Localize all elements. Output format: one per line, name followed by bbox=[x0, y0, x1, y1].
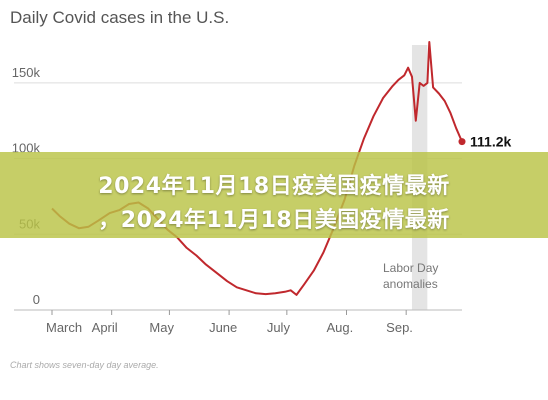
x-tick-label: Sep. bbox=[386, 320, 413, 335]
banner-line-2: ，2024年11月18日美国疫情最新 bbox=[98, 208, 450, 233]
y-tick-label: 100k bbox=[12, 141, 41, 156]
x-tick-label: June bbox=[209, 320, 237, 335]
chart-title: Daily Covid cases in the U.S. bbox=[10, 8, 230, 27]
annotation-line-2: anomalies bbox=[383, 277, 438, 291]
x-axis-ticks bbox=[51, 310, 407, 315]
y-tick-label: 150k bbox=[12, 65, 41, 80]
chart-footnote: Chart shows seven-day day average. bbox=[10, 360, 159, 370]
y-tick-label: 0 bbox=[33, 292, 40, 307]
end-point-marker bbox=[458, 138, 466, 146]
banner-line-1: 2024年11月18日疫美国疫情最新 bbox=[98, 174, 450, 199]
end-value-label: 111.2k bbox=[470, 134, 511, 150]
x-tick-label: April bbox=[92, 320, 118, 335]
title-banner: 2024年11月18日疫美国疫情最新 ，2024年11月18日美国疫情最新 bbox=[0, 152, 548, 238]
annotation-line-1: Labor Day bbox=[383, 261, 438, 275]
x-tick-label: May bbox=[149, 320, 174, 335]
x-tick-label: Aug. bbox=[327, 320, 354, 335]
x-axis-labels: March April May June July Aug. Sep. bbox=[46, 320, 413, 335]
x-tick-label: March bbox=[46, 320, 82, 335]
x-tick-label: July bbox=[267, 320, 291, 335]
